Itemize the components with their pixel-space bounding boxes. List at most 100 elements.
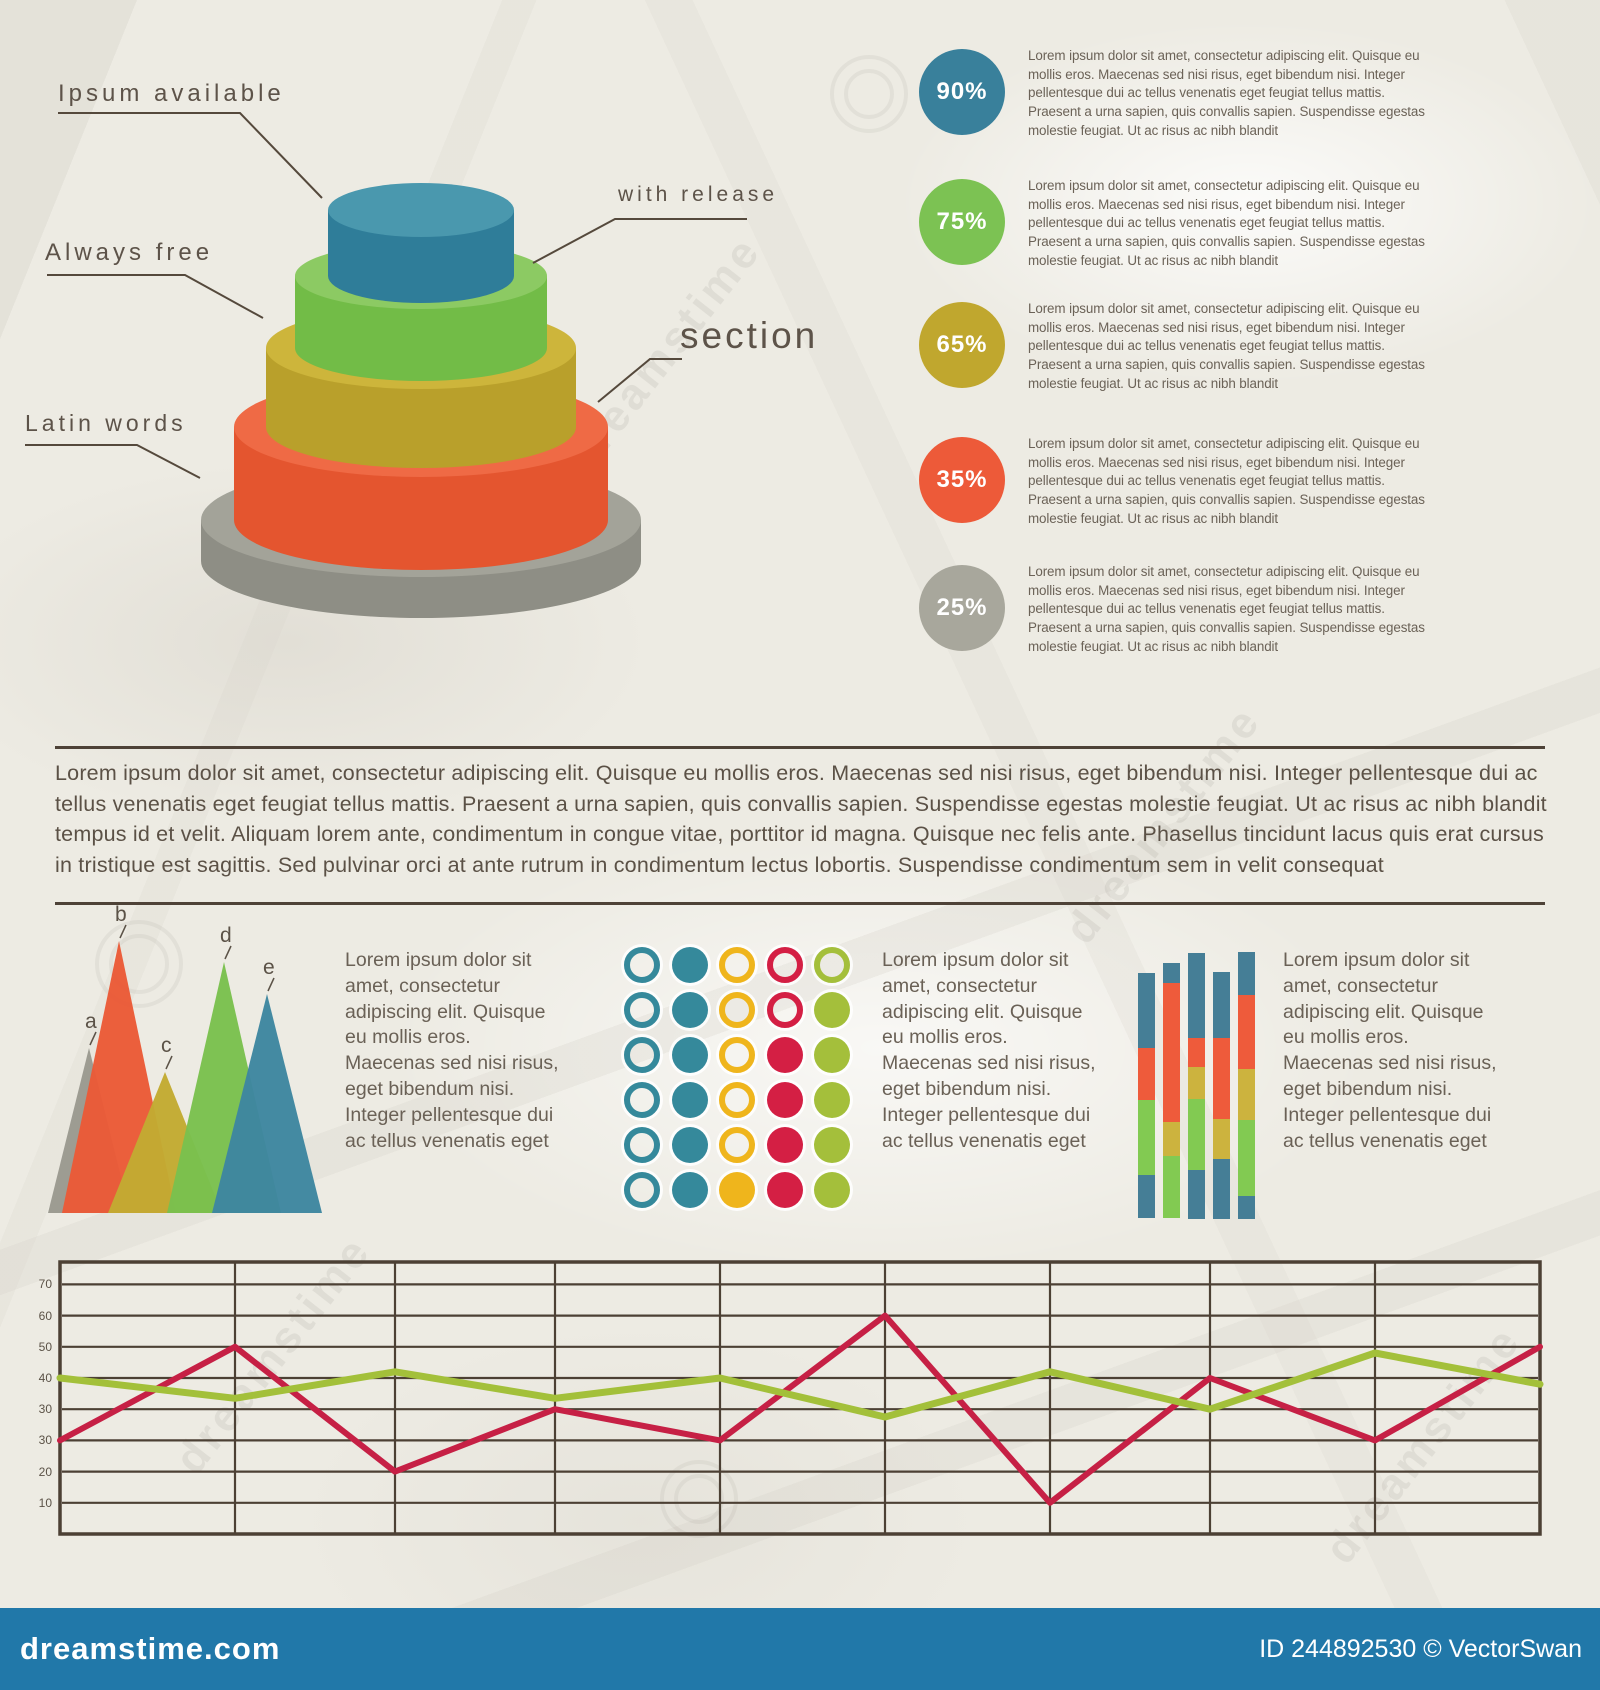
matrix-dot	[624, 992, 660, 1028]
matrix-dot	[624, 947, 660, 983]
bar-segment-yellow	[1188, 1067, 1205, 1099]
cake-label-ipsum-available: Ipsum available	[58, 80, 285, 107]
matrix-dot	[766, 1127, 803, 1163]
bar-segment-orange	[1188, 1038, 1205, 1067]
bar-segment-orange	[1163, 983, 1180, 1122]
leader-line-latin-words	[25, 444, 201, 479]
leader-line-ipsum-available	[58, 112, 323, 199]
bar-segment-green	[1138, 1100, 1155, 1175]
triangle-category-label: a	[85, 1010, 97, 1033]
percent-badge: 25%	[919, 565, 1005, 651]
bar-segment-teal	[1138, 1175, 1155, 1218]
matrix-dot	[671, 992, 708, 1028]
triangle-label-tick	[267, 977, 275, 992]
ytick-label: 20	[38, 1464, 52, 1479]
matrix-dot	[766, 992, 803, 1028]
matrix-dot	[814, 1082, 850, 1118]
bar-segment-yellow	[1163, 1122, 1180, 1156]
bar-segment-teal	[1138, 973, 1155, 1048]
matrix-dot	[719, 1172, 755, 1208]
triangle-category-label: d	[220, 924, 232, 947]
lead-paragraph: Lorem ipsum dolor sit amet, consectetur …	[55, 761, 1547, 877]
horizontal-rule-top	[55, 746, 1545, 749]
chart-border	[58, 1260, 1542, 1536]
triangle-label-tick	[224, 945, 232, 960]
line-chart	[56, 1260, 1544, 1536]
ytick-label: 70	[38, 1277, 52, 1292]
percent-description: Lorem ipsum dolor sit amet, consectetur …	[1028, 436, 1425, 526]
matrix-dot	[814, 1037, 850, 1073]
percent-badge: 35%	[919, 437, 1005, 523]
dreamstime-logo: dreamstime.com	[20, 1631, 281, 1666]
column-text-1: Lorem ipsum dolor sit amet, consectetur …	[345, 949, 559, 1152]
triangle-category-label: c	[161, 1034, 172, 1057]
triangle-category-label: b	[115, 903, 127, 926]
leader-line-always-free	[47, 274, 264, 319]
matrix-dot	[719, 1127, 755, 1163]
bar-segment-orange	[1238, 995, 1255, 1069]
horizontal-rule-bottom	[55, 902, 1545, 905]
cake-label-latin-words: Latin words	[25, 410, 187, 436]
matrix-dot	[671, 1082, 708, 1118]
layer-cake-chart	[25, 112, 747, 618]
column-text-2: Lorem ipsum dolor sit amet, consectetur …	[882, 949, 1096, 1152]
bar-segment-green	[1238, 1120, 1255, 1196]
series-line-red	[57, 1312, 1543, 1506]
matrix-dot	[624, 1172, 660, 1208]
ytick-label: 30	[38, 1402, 52, 1417]
percent-description: Lorem ipsum dolor sit amet, consectetur …	[1028, 48, 1425, 138]
matrix-dot	[814, 992, 850, 1028]
matrix-dot	[719, 1082, 755, 1118]
image-credit: ID 244892530 © VectorSwan	[1259, 1634, 1582, 1663]
cake-layer-top	[328, 183, 514, 237]
percent-description: Lorem ipsum dolor sit amet, consectetur …	[1028, 301, 1425, 391]
triangle-chart: a b c d e	[48, 903, 322, 1213]
ytick-label: 30	[38, 1433, 52, 1448]
ytick-label: 50	[38, 1339, 52, 1354]
series-line-green	[56, 1349, 1544, 1421]
matrix-dot	[766, 1082, 803, 1118]
matrix-dot	[814, 947, 850, 983]
ytick-label: 10	[38, 1495, 52, 1510]
matrix-dot	[624, 1037, 660, 1073]
matrix-dot	[719, 947, 755, 983]
bar-segment-orange	[1213, 1038, 1230, 1119]
leader-line-section	[597, 358, 682, 403]
bar-segment-teal	[1213, 972, 1230, 1038]
bar-segment-teal	[1163, 963, 1180, 983]
ytick-label: 60	[38, 1308, 52, 1323]
percent-description: Lorem ipsum dolor sit amet, consectetur …	[1028, 178, 1425, 268]
bar-segment-green	[1163, 1156, 1180, 1218]
triangle-label-tick	[89, 1031, 97, 1046]
matrix-dot	[766, 1172, 803, 1208]
matrix-dot	[671, 1127, 708, 1163]
watermark-footer-bar: dreamstime.com ID 244892530 © VectorSwan	[0, 1608, 1600, 1690]
cake-label-section: section	[680, 315, 819, 356]
matrix-dot	[624, 1082, 660, 1118]
cake-label-with-release: with release	[618, 183, 779, 206]
matrix-dot	[719, 1037, 755, 1073]
matrix-dot	[671, 1037, 708, 1073]
watermark-spiral-icon	[660, 1460, 738, 1538]
bar-segment-teal	[1238, 1196, 1255, 1219]
percent-badge: 75%	[919, 179, 1005, 265]
matrix-dot	[719, 992, 755, 1028]
bar-segment-yellow	[1238, 1069, 1255, 1120]
percent-badge: 90%	[919, 49, 1005, 135]
column-text-3: Lorem ipsum dolor sit amet, consectetur …	[1283, 949, 1497, 1152]
bar-segment-orange	[1138, 1048, 1155, 1100]
triangle-e	[212, 994, 322, 1213]
ytick-label: 40	[38, 1371, 52, 1385]
matrix-dot	[624, 1127, 660, 1163]
bar-segment-green	[1188, 1099, 1205, 1170]
triangle-category-label: e	[263, 956, 275, 979]
matrix-dot	[814, 1172, 850, 1208]
watermark-spiral-icon	[95, 920, 183, 1008]
cake-label-always-free: Always free	[45, 239, 214, 266]
matrix-dot	[814, 1127, 850, 1163]
watermark-spiral-icon	[830, 55, 908, 133]
percent-badge: 65%	[919, 302, 1005, 388]
matrix-dot	[671, 947, 708, 983]
bar-segment-yellow	[1213, 1119, 1230, 1159]
